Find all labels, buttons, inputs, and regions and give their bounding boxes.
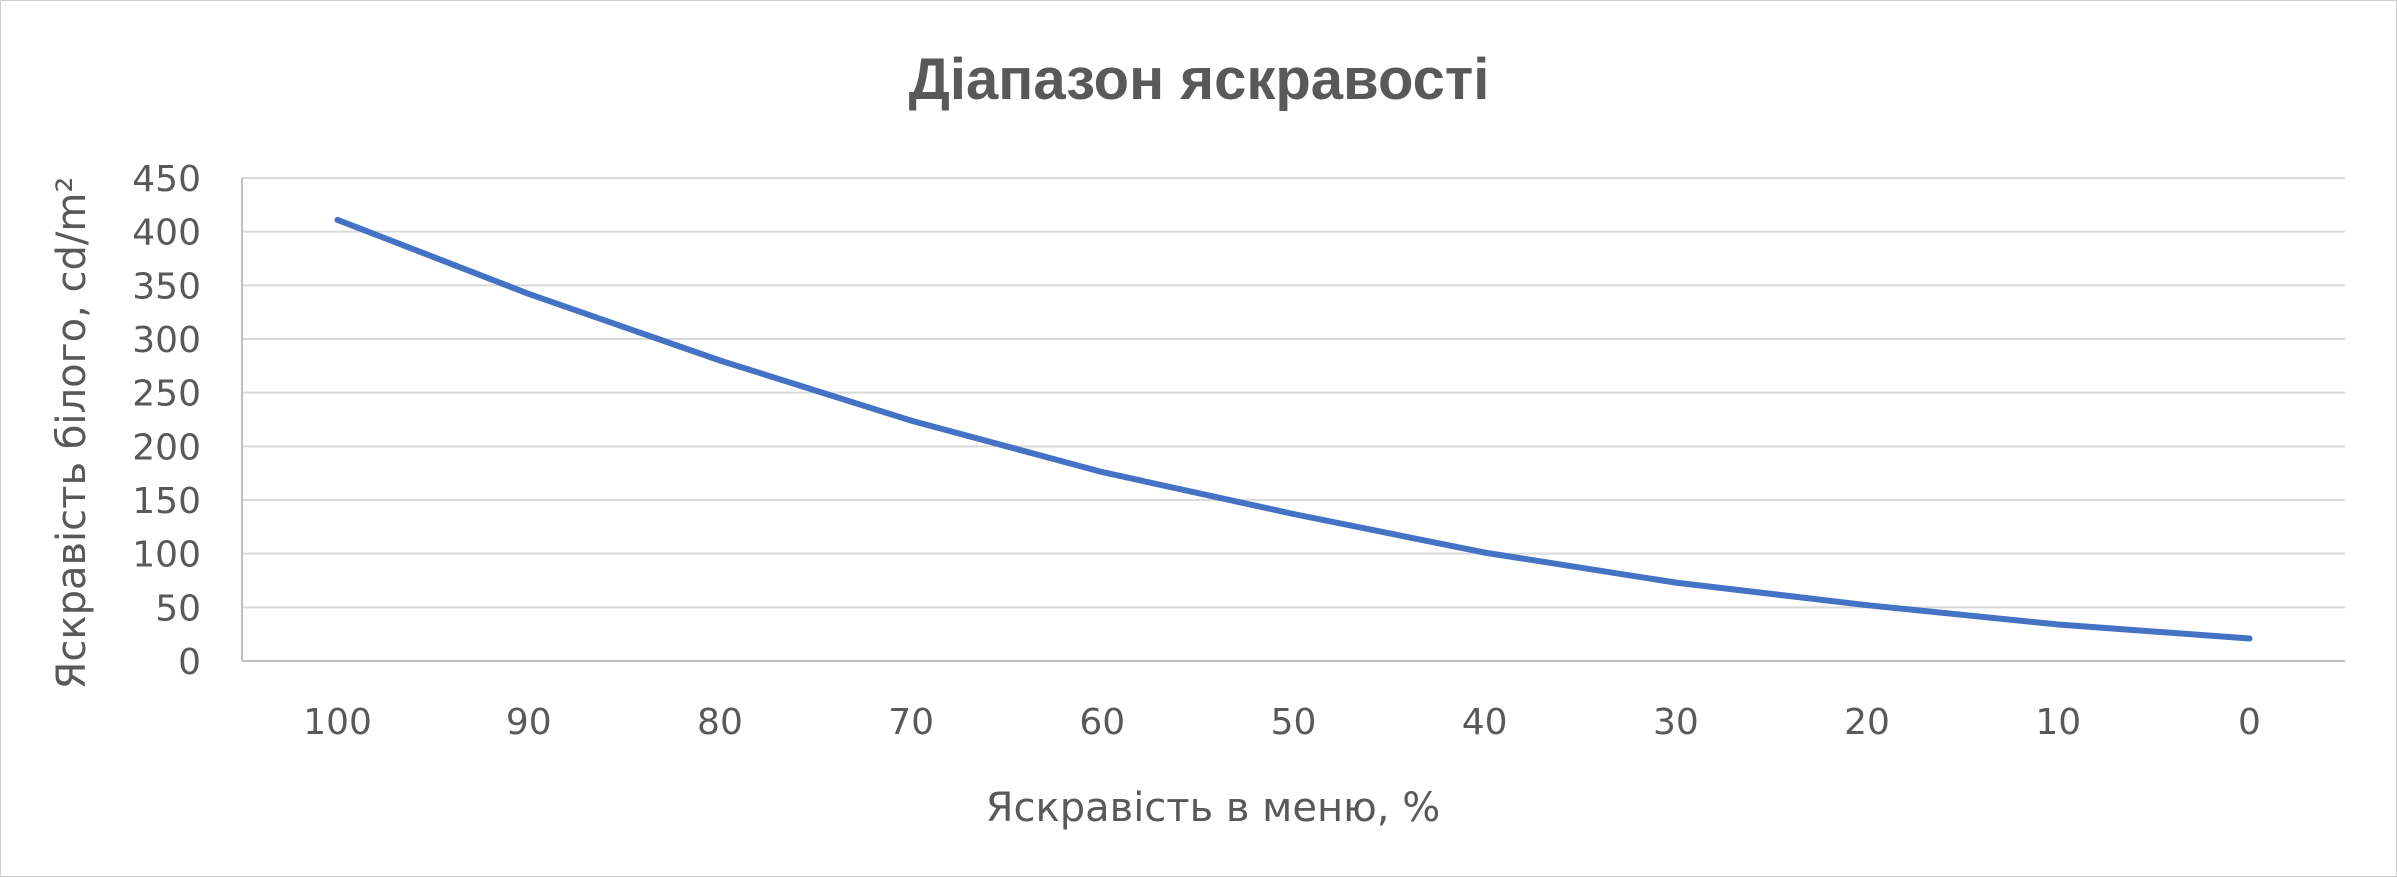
y-axis-label: Яскравість білого, cd/m² (49, 177, 95, 690)
chart-title: Діапазон яскравості (909, 47, 1490, 112)
y-tick-label: 150 (132, 481, 201, 522)
y-tick-label: 400 (132, 213, 201, 254)
data-point (1290, 510, 1297, 517)
series-layer (334, 216, 2253, 642)
series-line-0 (334, 216, 2253, 642)
data-point (2055, 621, 2062, 628)
gridlines (241, 177, 2345, 662)
x-tick-label: 10 (2035, 702, 2081, 743)
data-point (1864, 602, 1871, 609)
y-tick-label: 50 (155, 588, 201, 629)
x-axis-label: Яскравість в меню, % (986, 785, 1440, 831)
y-tick-label: 350 (132, 266, 201, 307)
data-point (2246, 635, 2253, 642)
y-tick-label: 200 (132, 427, 201, 468)
data-point (1481, 549, 1488, 556)
x-tick-label: 20 (1844, 702, 1890, 743)
y-tick-label: 0 (178, 642, 201, 683)
data-point (908, 417, 915, 424)
x-tick-label: 30 (1653, 702, 1699, 743)
data-point (334, 216, 341, 223)
x-tick-label: 40 (1462, 702, 1508, 743)
data-point (1672, 579, 1679, 586)
y-tick-label: 250 (132, 374, 201, 415)
data-point (525, 290, 532, 297)
y-tick-label: 450 (132, 159, 201, 200)
x-tick-label: 80 (697, 702, 743, 743)
y-tick-label: 100 (132, 535, 201, 576)
data-point (1099, 469, 1106, 476)
x-tick-label: 100 (303, 702, 372, 743)
x-tick-label: 60 (1079, 702, 1125, 743)
data-point (716, 357, 723, 364)
y-tick-label: 300 (132, 320, 201, 361)
y-axis-ticks: 0 50 100 150 200 250 300 350 400 450 (132, 159, 201, 683)
x-axis-ticks: 100 90 80 70 60 50 40 30 20 10 0 (303, 702, 2261, 743)
x-tick-label: 50 (1271, 702, 1317, 743)
x-tick-label: 90 (506, 702, 552, 743)
x-tick-label: 70 (888, 702, 934, 743)
x-tick-label: 0 (2238, 702, 2261, 743)
